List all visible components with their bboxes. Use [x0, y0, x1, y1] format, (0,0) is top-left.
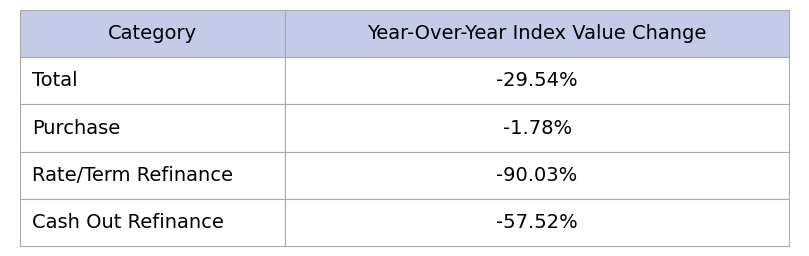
- Text: Cash Out Refinance: Cash Out Refinance: [32, 213, 224, 232]
- Text: -29.54%: -29.54%: [496, 71, 578, 90]
- Text: -57.52%: -57.52%: [496, 213, 578, 232]
- Text: Category: Category: [108, 24, 197, 43]
- Text: Total: Total: [32, 71, 78, 90]
- Text: Rate/Term Refinance: Rate/Term Refinance: [32, 166, 233, 185]
- Text: Year-Over-Year Index Value Change: Year-Over-Year Index Value Change: [367, 24, 707, 43]
- Text: -90.03%: -90.03%: [497, 166, 578, 185]
- Bar: [286, 57, 789, 104]
- Bar: [286, 104, 789, 152]
- Bar: [286, 199, 789, 246]
- Bar: [286, 10, 789, 57]
- Bar: [20, 10, 286, 57]
- Bar: [20, 152, 286, 199]
- Bar: [20, 199, 286, 246]
- Text: Purchase: Purchase: [32, 119, 121, 137]
- Text: -1.78%: -1.78%: [502, 119, 572, 137]
- Bar: [20, 57, 286, 104]
- Bar: [286, 152, 789, 199]
- Bar: [20, 104, 286, 152]
